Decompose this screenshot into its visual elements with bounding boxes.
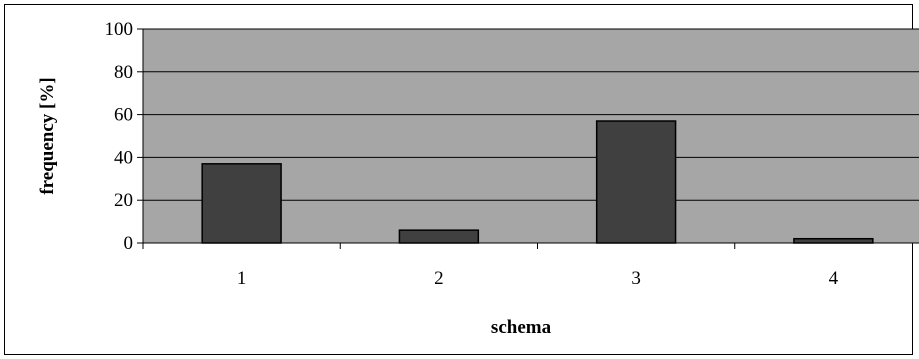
y-tick-label: 100 (105, 19, 134, 40)
x-tick-label: 3 (631, 268, 641, 289)
bar-3 (595, 120, 677, 244)
x-tick-label: 4 (829, 268, 839, 289)
y-tick-label: 0 (124, 233, 134, 254)
y-tick-label: 60 (114, 105, 133, 126)
x-tick-labels: 1 2 3 4 (142, 243, 839, 289)
x-tick-label: 1 (237, 268, 247, 289)
y-tick-labels: 0 20 40 60 80 100 (105, 19, 143, 254)
x-axis-title: schema (491, 317, 552, 338)
y-tick-label: 40 (114, 147, 133, 168)
y-tick-label: 20 (114, 190, 133, 211)
y-axis-title: frequency [%] (37, 77, 58, 194)
bar-1 (201, 163, 282, 244)
y-tick-label: 80 (114, 62, 133, 83)
bar-4 (793, 237, 874, 244)
x-tick-label: 2 (434, 268, 444, 289)
bar-2 (398, 229, 480, 244)
bars (201, 120, 874, 244)
